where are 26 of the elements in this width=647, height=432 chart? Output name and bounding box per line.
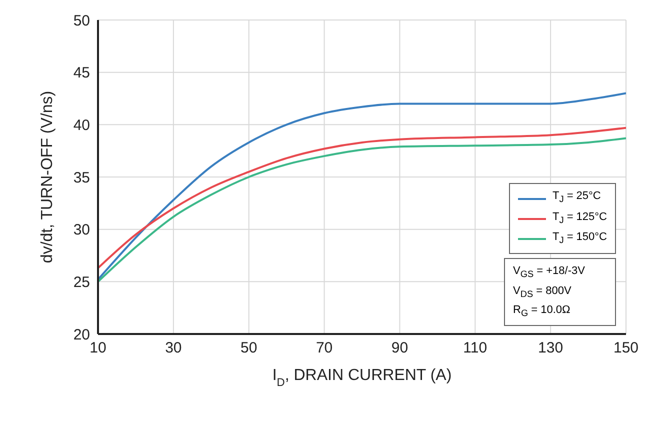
y-tick-label: 50 bbox=[73, 12, 90, 30]
x-axis-title: I$_{D}$, DRAIN CURRENT (A) bbox=[272, 367, 452, 389]
y-tick-label: 40 bbox=[73, 116, 90, 134]
y-tick-label: 35 bbox=[73, 169, 90, 186]
x-tick-label: 90 bbox=[391, 340, 408, 357]
legend-label: T$_{J}$ = 125°C bbox=[552, 210, 607, 227]
annotation: V$_{GS}$ = +18/-3V bbox=[513, 264, 586, 282]
x-tick-label: 50 bbox=[240, 340, 258, 357]
x-tick-label: 30 bbox=[165, 340, 182, 357]
note-box: V$_{GS}$ = +18/-3V V$_{DS}$ = 800V R$_{G}$ = 10.0Ω bbox=[504, 258, 616, 326]
line-series bbox=[98, 137, 626, 283]
x-tick-label: 110 bbox=[463, 340, 488, 357]
legend-label: T$_{J}$ = 25°C bbox=[552, 189, 601, 207]
line-series bbox=[98, 92, 626, 281]
y-axis-title: dv/dt, TURN-OFF (V/ns) bbox=[39, 90, 56, 264]
y-tick-label: 25 bbox=[73, 274, 90, 291]
x-tick-label: 150 bbox=[613, 340, 639, 357]
annotation: R$_{G}$ = 10.0Ω bbox=[513, 302, 572, 320]
annotation: V$_{DS}$ = 800V bbox=[513, 284, 572, 301]
x-tick-label: 70 bbox=[316, 340, 333, 357]
y-tick-label: 30 bbox=[73, 222, 90, 239]
y-tick-label: 20 bbox=[73, 326, 90, 344]
y-tick-label: 45 bbox=[73, 64, 90, 82]
x-tick-label: 10 bbox=[90, 340, 106, 357]
x-tick-label: 130 bbox=[538, 340, 564, 357]
legend-label: T$_{J}$ = 150°C bbox=[552, 230, 607, 247]
